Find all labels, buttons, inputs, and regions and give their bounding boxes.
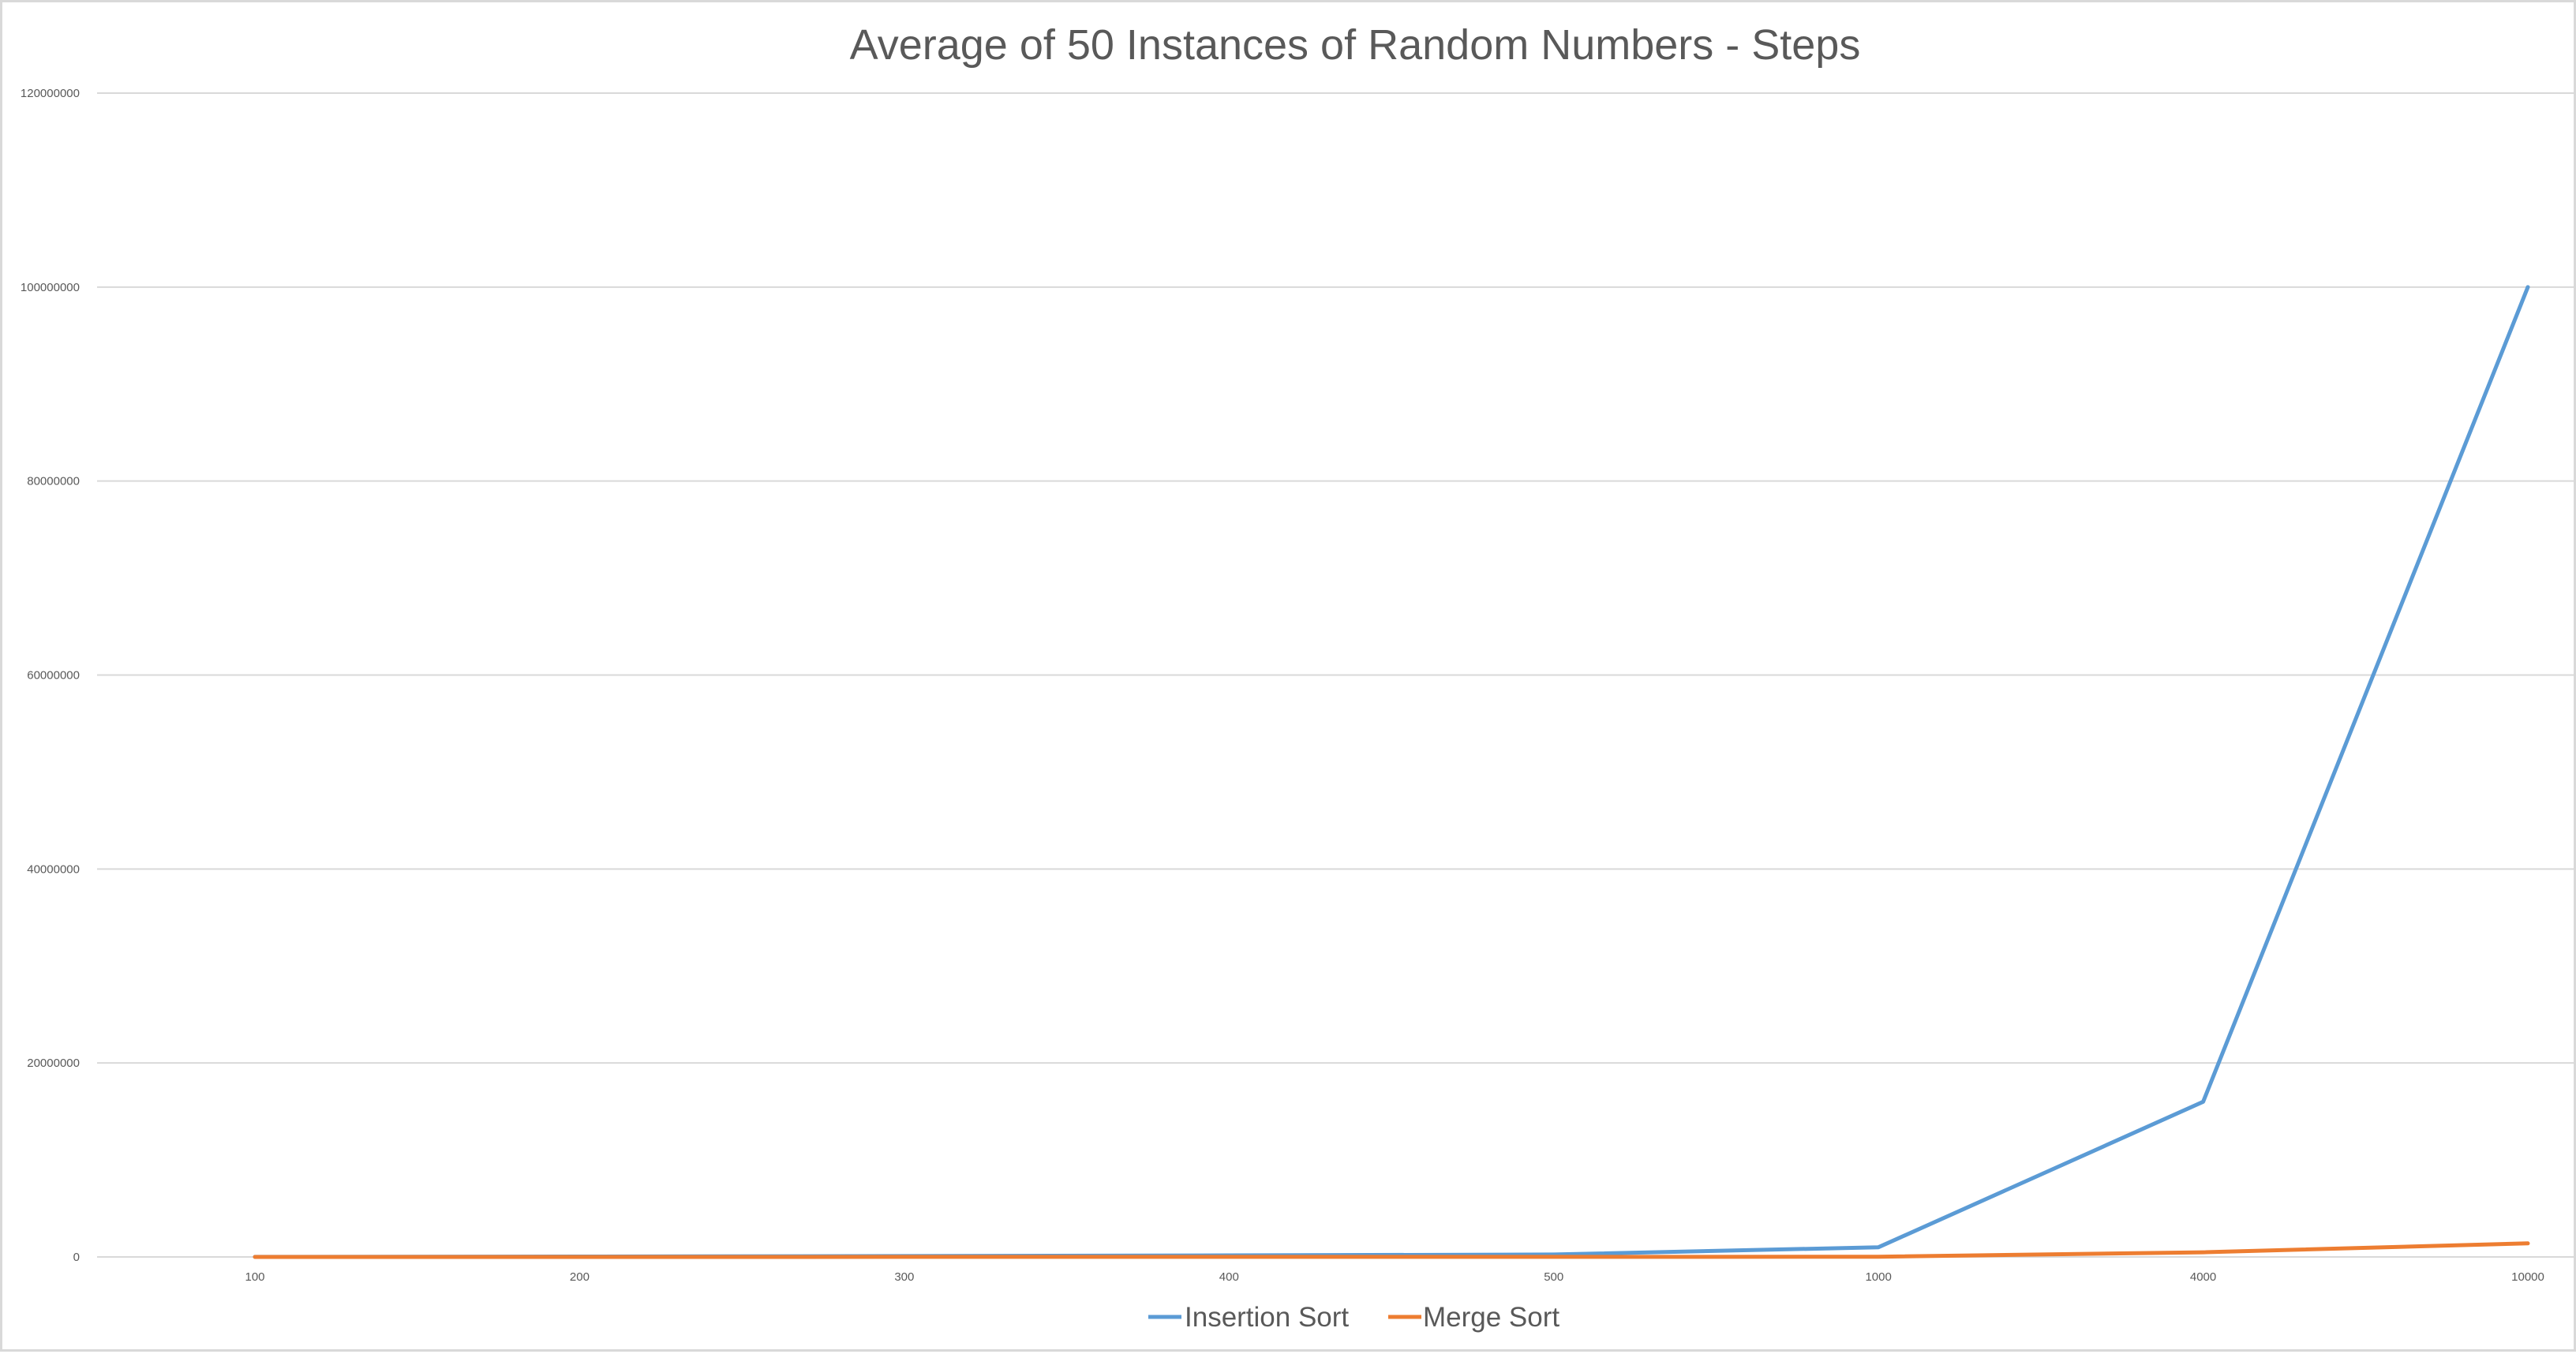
y-tick-label-3: 60000000 xyxy=(27,669,80,683)
y-tick-label-2: 40000000 xyxy=(27,862,80,876)
y-tick-label-6: 120000000 xyxy=(21,87,80,100)
x-tick-label-0: 100 xyxy=(245,1270,264,1284)
y-tick-label-5: 100000000 xyxy=(21,281,80,294)
x-tick-label-2: 300 xyxy=(894,1270,914,1284)
y-axis-tick-labels: 0 20000000 40000000 60000000 80000000 1000000… xyxy=(21,87,80,1264)
legend: Insertion Sort Merge Sort xyxy=(1148,1302,1559,1333)
series-line-insertion-sort xyxy=(253,285,2530,1259)
x-tick-label-7: 10000 xyxy=(2511,1270,2544,1284)
x-tick-label-1: 200 xyxy=(570,1270,590,1284)
series-lines xyxy=(253,285,2530,1259)
x-tick-label-5: 1000 xyxy=(1865,1270,1891,1284)
x-tick-label-3: 400 xyxy=(1219,1270,1239,1284)
x-axis-tick-labels: 100 200 300 400 500 1000 4000 10000 xyxy=(245,1270,2544,1284)
gridlines xyxy=(97,92,2576,1258)
x-tick-label-4: 500 xyxy=(1544,1270,1563,1284)
x-tick-label-6: 4000 xyxy=(2190,1270,2216,1284)
series-line-merge-sort xyxy=(253,1241,2530,1259)
y-tick-label-0: 0 xyxy=(73,1251,80,1264)
y-tick-label-4: 80000000 xyxy=(27,475,80,488)
chart-title: Average of 50 Instances of Random Number… xyxy=(850,21,1861,69)
y-tick-label-1: 20000000 xyxy=(27,1057,80,1070)
legend-label-insertion-sort: Insertion Sort xyxy=(1185,1302,1349,1333)
legend-label-merge-sort: Merge Sort xyxy=(1423,1302,1559,1333)
